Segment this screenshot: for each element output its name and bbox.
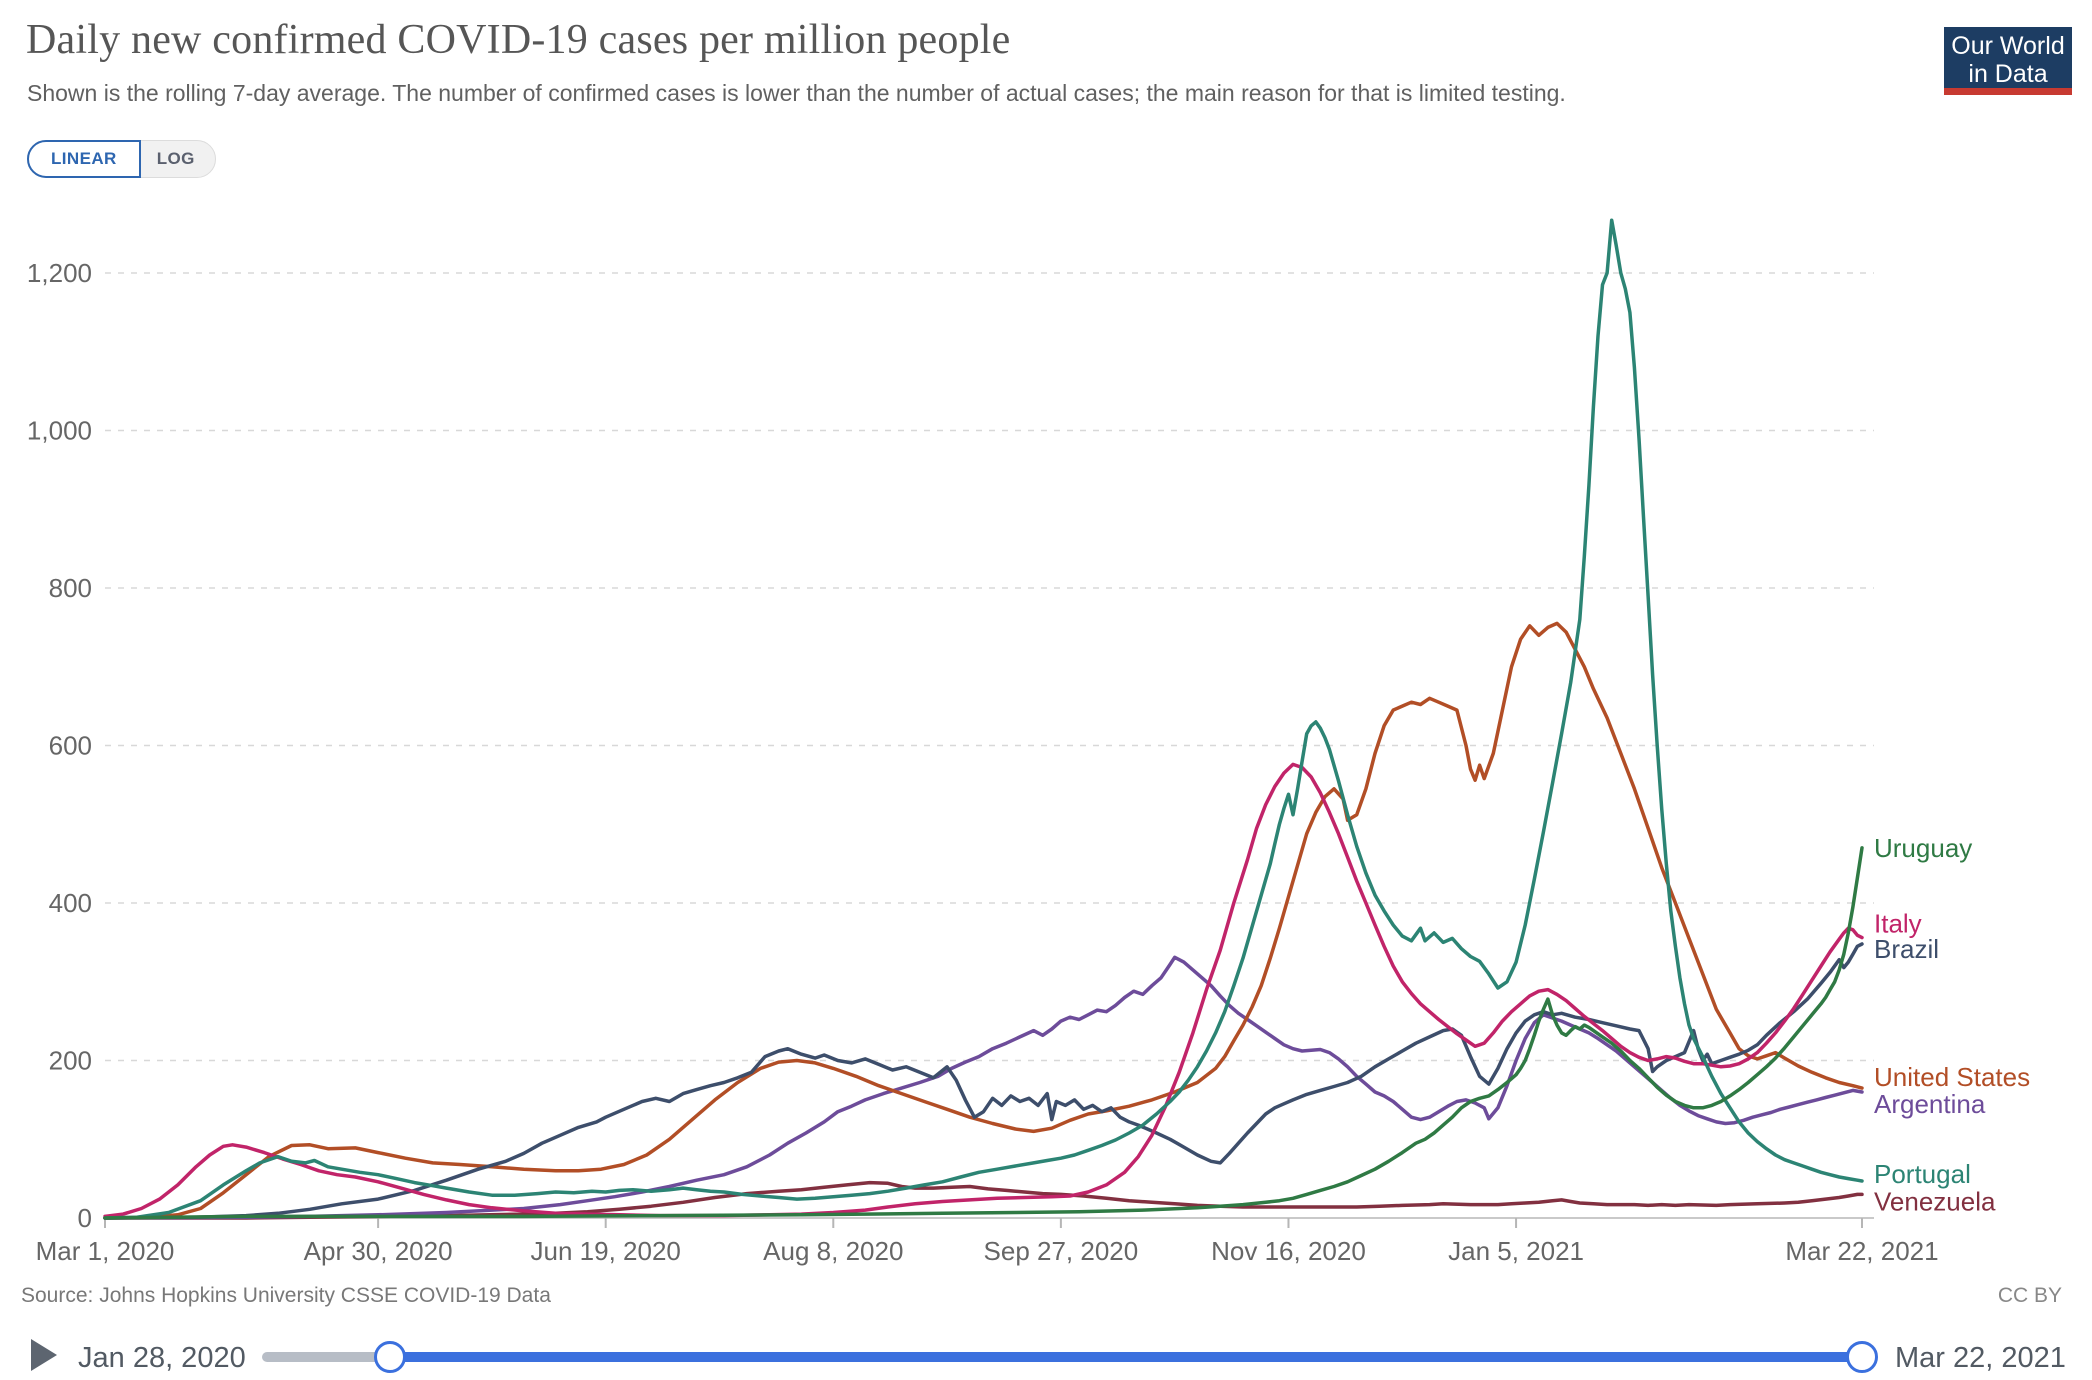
timeline-end-date: Mar 22, 2021 — [1895, 1342, 2066, 1374]
owid-logo-line2: in Data — [1968, 60, 2048, 88]
series-end-label-argentina[interactable]: Argentina — [1874, 1089, 1986, 1119]
x-tick-label: Aug 8, 2020 — [763, 1236, 903, 1266]
license-link[interactable]: CC BY — [1997, 1284, 2062, 1307]
series-end-label-portugal[interactable]: Portugal — [1874, 1159, 1971, 1189]
series-end-label-uruguay[interactable]: Uruguay — [1874, 833, 1972, 863]
y-tick-label: 400 — [49, 888, 92, 918]
chart-line-italy[interactable] — [103, 762, 1864, 1219]
y-tick-label: 1,200 — [27, 258, 92, 288]
chart-line-portugal[interactable] — [103, 218, 1864, 1220]
y-tick-label: 200 — [49, 1046, 92, 1076]
timeline-end-handle[interactable] — [1846, 1341, 1878, 1373]
x-tick-label: Mar 1, 2020 — [36, 1236, 175, 1266]
timeline-start-date: Jan 28, 2020 — [78, 1342, 246, 1374]
source-row: Source: Johns Hopkins University CSSE CO… — [0, 1284, 2092, 1308]
timeline-bar: Jan 28, 2020 Mar 22, 2021 — [0, 1330, 2092, 1380]
play-button[interactable] — [31, 1339, 57, 1371]
series-end-label-united-states[interactable]: United States — [1874, 1062, 2030, 1092]
page-subtitle: Shown is the rolling 7-day average. The … — [27, 80, 1566, 106]
scale-toggle: LINEAR LOG — [27, 140, 216, 178]
chart-line-uruguay[interactable] — [103, 846, 1864, 1220]
chart-line-brazil[interactable] — [103, 942, 1864, 1220]
x-tick-label: Jan 5, 2021 — [1448, 1236, 1584, 1266]
linear-toggle-button[interactable]: LINEAR — [27, 140, 141, 178]
x-tick-label: Mar 22, 2021 — [1785, 1236, 1938, 1266]
owid-logo-line1: Our World — [1951, 32, 2065, 60]
series-end-label-italy[interactable]: Italy — [1874, 909, 1922, 939]
page-title: Daily new confirmed COVID-19 cases per m… — [26, 17, 1011, 63]
log-toggle-button[interactable]: LOG — [141, 141, 215, 177]
y-tick-label: 800 — [49, 573, 92, 603]
timeline-slider[interactable] — [262, 1330, 1878, 1380]
y-tick-label: 600 — [49, 731, 92, 761]
x-tick-label: Jun 19, 2020 — [531, 1236, 681, 1266]
x-tick-label: Nov 16, 2020 — [1211, 1236, 1366, 1266]
slider-track-active[interactable] — [380, 1352, 1874, 1362]
owid-logo[interactable]: Our World in Data — [1944, 27, 2072, 95]
y-tick-label: 1,000 — [27, 416, 92, 446]
series-end-label-venezuela[interactable]: Venezuela — [1874, 1186, 1996, 1216]
timeline-start-handle[interactable] — [374, 1341, 406, 1373]
chart-line-united-states[interactable] — [103, 621, 1864, 1220]
slider-track-inactive[interactable] — [262, 1352, 402, 1362]
series-end-label-brazil[interactable]: Brazil — [1874, 934, 1939, 964]
source-note: Source: Johns Hopkins University CSSE CO… — [21, 1284, 551, 1307]
y-tick-label: 0 — [78, 1203, 92, 1233]
x-tick-label: Sep 27, 2020 — [984, 1236, 1139, 1266]
x-tick-label: Apr 30, 2020 — [304, 1236, 453, 1266]
